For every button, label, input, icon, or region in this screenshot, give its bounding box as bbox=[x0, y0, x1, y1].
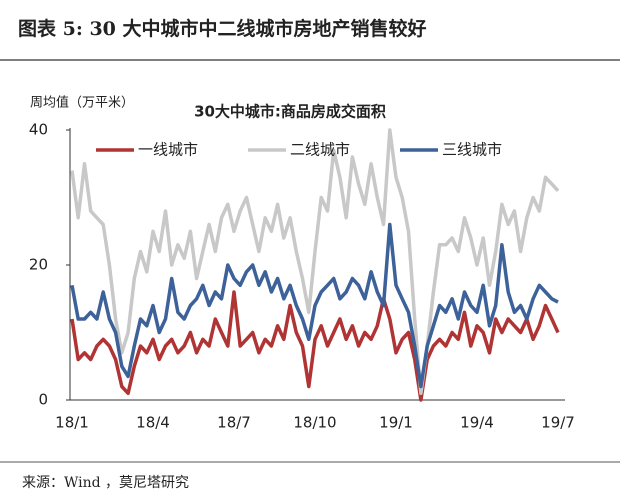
x-tick-label: 18/7 bbox=[217, 414, 251, 432]
legend-label: 三线城市 bbox=[442, 141, 502, 159]
series-line bbox=[70, 222, 559, 389]
x-tick-label: 19/7 bbox=[541, 414, 575, 432]
y-tick-label: 0 bbox=[38, 391, 48, 409]
series-line bbox=[70, 290, 560, 402]
x-tick-label: 19/1 bbox=[379, 414, 413, 432]
legend-label: 二线城市 bbox=[290, 141, 350, 159]
x-tick-label: 18/4 bbox=[136, 414, 170, 432]
x-tick-label: 19/4 bbox=[460, 414, 494, 432]
y-tick-label: 20 bbox=[29, 256, 48, 274]
x-tick-label: 18/1 bbox=[55, 414, 89, 432]
source: 来源：Wind ，莫尼塔研究 bbox=[22, 475, 189, 491]
series-line bbox=[70, 128, 560, 396]
y-axis-label: 周均值（万平米） bbox=[30, 95, 134, 111]
chart-title: 30大中城市:商品房成交面积 bbox=[194, 103, 386, 121]
legend-label: 一线城市 bbox=[138, 141, 198, 159]
y-tick-label: 40 bbox=[29, 121, 48, 139]
page-title: 图表 5: 30 大中城市中二线城市房地产销售较好 bbox=[18, 17, 427, 40]
x-tick-label: 18/10 bbox=[293, 414, 336, 432]
